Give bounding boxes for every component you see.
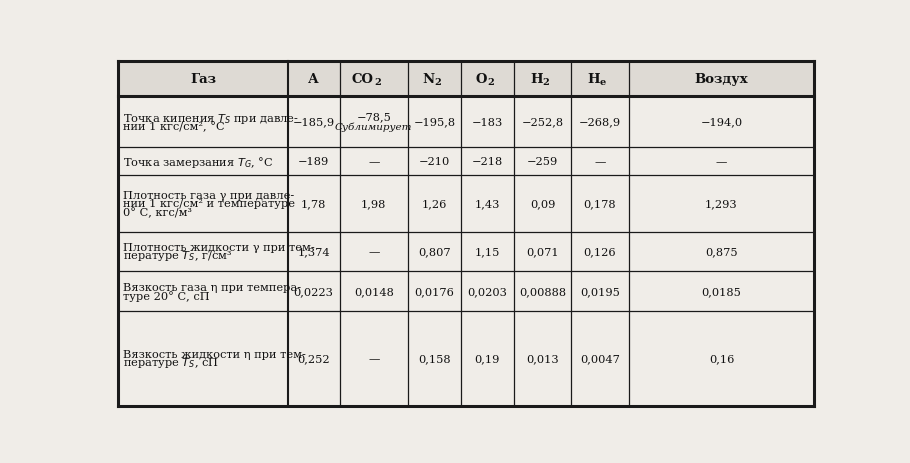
Text: Вязкость жидкости η при тем-: Вязкость жидкости η при тем- xyxy=(123,350,306,360)
Text: 1,43: 1,43 xyxy=(475,199,500,209)
Text: −195,8: −195,8 xyxy=(413,117,455,127)
Text: Воздух: Воздух xyxy=(694,73,748,86)
Text: 1,15: 1,15 xyxy=(475,247,500,257)
Text: пературе $T_S$, сП: пературе $T_S$, сП xyxy=(123,356,219,369)
Text: 0,807: 0,807 xyxy=(418,247,450,257)
Text: −259: −259 xyxy=(527,157,558,167)
Text: 0,0047: 0,0047 xyxy=(580,354,620,363)
Text: 0,16: 0,16 xyxy=(709,354,734,363)
Text: туре 20° С, сП: туре 20° С, сП xyxy=(123,290,209,301)
Text: Вязкость газа η при темпера-: Вязкость газа η при темпера- xyxy=(123,282,301,293)
Text: O: O xyxy=(476,73,487,86)
Text: 0,013: 0,013 xyxy=(526,354,559,363)
Text: 0,0223: 0,0223 xyxy=(294,287,334,296)
Text: N: N xyxy=(422,73,434,86)
Text: —: — xyxy=(369,354,379,363)
Text: H: H xyxy=(530,73,542,86)
Text: 0,071: 0,071 xyxy=(526,247,559,257)
Text: 0,158: 0,158 xyxy=(418,354,450,363)
Text: −194,0: −194,0 xyxy=(701,117,743,127)
Text: 1,293: 1,293 xyxy=(705,199,738,209)
Text: —: — xyxy=(369,247,379,257)
Text: −210: −210 xyxy=(419,157,450,167)
Text: Точка замерзания $T_G$, °C: Точка замерзания $T_G$, °C xyxy=(123,154,274,169)
Text: 0° С, кгс/м³: 0° С, кгс/м³ xyxy=(123,207,192,218)
Text: −252,8: −252,8 xyxy=(521,117,563,127)
Text: 2: 2 xyxy=(542,77,550,87)
Text: 0,0148: 0,0148 xyxy=(354,287,394,296)
Text: 1,78: 1,78 xyxy=(301,199,327,209)
Text: нии 1 кгс/см² и температуре: нии 1 кгс/см² и температуре xyxy=(123,199,295,209)
Text: 0,0203: 0,0203 xyxy=(468,287,507,296)
Text: —: — xyxy=(369,157,379,167)
Text: Плотность газа γ при давле-: Плотность газа γ при давле- xyxy=(123,191,294,201)
Text: 0,09: 0,09 xyxy=(530,199,555,209)
Text: 0,00888: 0,00888 xyxy=(519,287,566,296)
Text: Плотность жидкости γ при тем-: Плотность жидкости γ при тем- xyxy=(123,243,315,253)
Text: 0,252: 0,252 xyxy=(298,354,330,363)
Text: −78,5: −78,5 xyxy=(357,112,391,122)
Text: Точка кипения $T_S$ при давле-: Точка кипения $T_S$ при давле- xyxy=(123,111,299,125)
Text: −189: −189 xyxy=(298,157,329,167)
Text: 2: 2 xyxy=(374,77,380,87)
Text: −185,9: −185,9 xyxy=(292,117,335,127)
Text: −183: −183 xyxy=(471,117,503,127)
Text: 0,0195: 0,0195 xyxy=(580,287,620,296)
Text: 1,374: 1,374 xyxy=(298,247,330,257)
Text: 0,126: 0,126 xyxy=(583,247,616,257)
Text: 0,178: 0,178 xyxy=(583,199,616,209)
Text: —: — xyxy=(594,157,606,167)
Text: пературе $T_S$, г/см³: пературе $T_S$, г/см³ xyxy=(123,249,232,263)
Bar xyxy=(118,62,814,97)
Text: −218: −218 xyxy=(471,157,503,167)
Text: 0,0185: 0,0185 xyxy=(702,287,742,296)
Text: e: e xyxy=(600,77,606,87)
Text: 2: 2 xyxy=(487,77,494,87)
Text: А: А xyxy=(308,73,319,86)
Text: −268,9: −268,9 xyxy=(579,117,621,127)
Text: нии 1 кгс/см², °C: нии 1 кгс/см², °C xyxy=(123,121,225,131)
Text: H: H xyxy=(587,73,600,86)
Text: CO: CO xyxy=(352,73,374,86)
Text: 0,0176: 0,0176 xyxy=(414,287,454,296)
Text: 0,19: 0,19 xyxy=(475,354,500,363)
Text: 2: 2 xyxy=(434,77,441,87)
Text: 0,875: 0,875 xyxy=(705,247,738,257)
Text: Сублимирует: Сублимирует xyxy=(335,122,412,131)
Text: —: — xyxy=(716,157,727,167)
Text: Газ: Газ xyxy=(190,73,216,86)
Text: 1,98: 1,98 xyxy=(361,199,387,209)
Text: 1,26: 1,26 xyxy=(421,199,447,209)
